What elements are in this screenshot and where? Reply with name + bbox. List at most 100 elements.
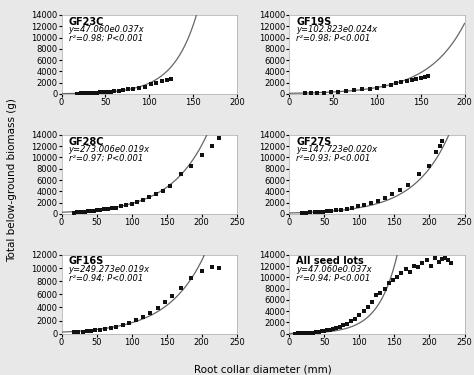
Point	[294, 330, 301, 336]
Text: r²=0.94; P<0.001: r²=0.94; P<0.001	[296, 274, 371, 283]
Point	[310, 330, 317, 336]
Point	[320, 90, 328, 96]
Point	[423, 258, 430, 264]
Point	[412, 76, 420, 82]
Point	[354, 204, 362, 210]
Point	[347, 318, 355, 324]
Point	[130, 86, 137, 92]
Point	[332, 207, 340, 213]
Text: Root collar diameter (mm): Root collar diameter (mm)	[194, 364, 332, 374]
Point	[444, 258, 452, 264]
Point	[392, 80, 400, 86]
Point	[358, 86, 366, 92]
Point	[398, 270, 405, 276]
Point	[177, 285, 184, 291]
Point	[403, 78, 410, 84]
Point	[361, 202, 368, 208]
Point	[198, 152, 206, 157]
Point	[438, 138, 446, 144]
Point	[393, 274, 401, 280]
Point	[73, 91, 81, 97]
Point	[146, 310, 154, 316]
Text: y=249.273e0.019x: y=249.273e0.019x	[69, 265, 150, 274]
Point	[124, 86, 132, 92]
Point	[314, 90, 321, 96]
Text: y=47.060e0.037x: y=47.060e0.037x	[296, 265, 372, 274]
Point	[96, 207, 104, 213]
Point	[301, 330, 309, 336]
Point	[91, 327, 99, 333]
Point	[311, 209, 319, 215]
Point	[304, 330, 311, 336]
Point	[441, 255, 449, 261]
Point	[187, 275, 195, 281]
Point	[209, 143, 216, 149]
Point	[302, 210, 310, 216]
Point	[118, 204, 125, 210]
Point	[426, 163, 433, 169]
Point	[107, 88, 114, 94]
Point	[431, 255, 439, 261]
Point	[424, 74, 431, 80]
Point	[343, 206, 351, 212]
Point	[134, 199, 141, 205]
Point	[320, 328, 328, 334]
Point	[335, 89, 342, 95]
Point	[367, 200, 374, 206]
Point	[146, 194, 153, 200]
Point	[135, 85, 143, 91]
Text: GF28C: GF28C	[69, 136, 104, 147]
Text: GF23C: GF23C	[69, 16, 104, 27]
Point	[307, 209, 314, 215]
Point	[377, 290, 384, 296]
Point	[385, 280, 392, 286]
Point	[119, 87, 127, 93]
Point	[87, 208, 95, 214]
Point	[169, 292, 176, 298]
Point	[374, 198, 382, 204]
Point	[76, 209, 83, 215]
Text: r²=0.98; P<0.001: r²=0.98; P<0.001	[296, 34, 371, 43]
Point	[158, 78, 166, 84]
Point	[71, 210, 78, 216]
Point	[380, 83, 388, 89]
Point	[337, 207, 345, 213]
Point	[438, 256, 446, 262]
Point	[366, 86, 374, 92]
Point	[297, 330, 304, 336]
Point	[381, 286, 388, 292]
Point	[141, 84, 149, 90]
Point	[100, 206, 108, 212]
Point	[381, 195, 388, 201]
Point	[351, 315, 359, 321]
Point	[433, 149, 440, 155]
Text: All seed lots: All seed lots	[296, 256, 364, 266]
Point	[315, 209, 323, 215]
Point	[336, 324, 344, 330]
Point	[79, 209, 86, 215]
Point	[389, 277, 397, 283]
Point	[198, 268, 206, 274]
Point	[115, 88, 122, 94]
Point	[408, 77, 416, 83]
Point	[112, 205, 120, 211]
Point	[110, 88, 118, 94]
Point	[368, 298, 376, 304]
Point	[107, 325, 114, 331]
Point	[421, 74, 429, 80]
Point	[77, 90, 85, 96]
Point	[315, 329, 323, 335]
Point	[348, 205, 356, 211]
Point	[96, 89, 104, 95]
Point	[360, 308, 367, 314]
Point	[216, 265, 223, 271]
Point	[447, 260, 454, 266]
Text: y=47.060e0.037x: y=47.060e0.037x	[69, 25, 145, 34]
Point	[389, 191, 396, 197]
Point	[83, 328, 91, 334]
Text: y=273.006e0.019x: y=273.006e0.019x	[69, 145, 150, 154]
Point	[396, 187, 404, 193]
Point	[343, 321, 351, 327]
Point	[84, 208, 92, 214]
Point	[436, 143, 444, 149]
